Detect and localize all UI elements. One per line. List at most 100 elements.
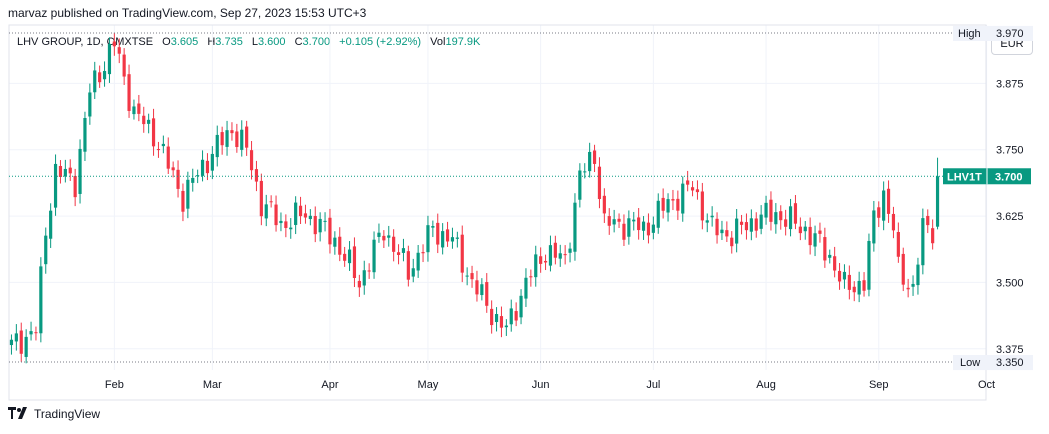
candle-body	[534, 254, 538, 278]
candle-body	[793, 203, 798, 224]
candle-body	[396, 252, 401, 255]
candle-body	[367, 270, 371, 272]
candle-body	[671, 199, 675, 201]
candle-body	[808, 226, 812, 246]
candle-body	[494, 314, 499, 323]
candle-body	[568, 248, 572, 253]
candle-body	[842, 271, 847, 280]
price-tick-label: 3.750	[996, 145, 1024, 157]
candle-body	[230, 130, 234, 134]
candle-body	[529, 276, 533, 278]
candle-body	[906, 287, 910, 290]
candle-body	[779, 211, 783, 221]
candle-body	[837, 270, 842, 282]
candle-body	[749, 218, 753, 232]
candle-body	[896, 232, 900, 257]
candle-body	[411, 268, 415, 277]
candle-body	[833, 256, 837, 271]
candle-body	[19, 330, 23, 354]
volume-label: Vol	[430, 36, 446, 48]
candle-body	[313, 216, 317, 235]
candle-body	[490, 308, 494, 326]
candle-body	[695, 189, 700, 193]
candle-body	[705, 220, 709, 223]
candle-body	[431, 226, 435, 228]
candle-body	[578, 170, 582, 200]
candle-body	[573, 202, 577, 252]
candle-body	[166, 146, 170, 169]
low-value: 3.600	[258, 36, 286, 48]
candle-body	[210, 153, 214, 171]
candle-body	[769, 199, 773, 222]
candle-body	[377, 232, 381, 237]
candle-body	[259, 180, 263, 217]
candle-body	[161, 143, 165, 147]
change-value: +0.105 (+2.92%)	[339, 36, 422, 48]
candle-body	[73, 175, 77, 198]
time-tick-label: Jun	[532, 379, 550, 391]
candle-body	[34, 332, 38, 334]
candle-body	[107, 43, 112, 75]
candle-body	[813, 233, 817, 247]
candle-body	[583, 171, 587, 173]
candle-body	[352, 246, 357, 278]
tradingview-brand: TradingView	[34, 407, 101, 421]
candle-body	[333, 237, 337, 247]
last-price-marker: LHV1T 3.700	[943, 168, 1031, 185]
candle-body	[886, 188, 891, 214]
candle-body	[249, 150, 254, 171]
candle-body	[215, 134, 219, 158]
candle-body	[460, 234, 464, 273]
candle-body	[656, 200, 660, 228]
candle-body	[470, 273, 474, 280]
candle-body	[200, 159, 205, 176]
high-marker: High 3.970	[953, 25, 1033, 41]
candle-body	[690, 187, 695, 191]
candle-body	[730, 237, 734, 247]
candle-body	[700, 191, 704, 221]
tradingview-logo-icon	[8, 407, 27, 419]
time-tick-label: Apr	[321, 379, 338, 391]
tradingview-footer[interactable]: TradingView	[8, 407, 100, 421]
candle-body	[93, 70, 97, 93]
open-label: O	[162, 36, 171, 48]
time-tick-label: Aug	[756, 379, 776, 391]
price-axis[interactable]: 3.375 3.500 3.625 3.750 3.875	[996, 78, 1024, 355]
high-value: 3.735	[215, 36, 243, 48]
time-axis[interactable]: Feb Mar Apr May Jun Jul Aug Sep Oct	[105, 379, 995, 391]
candle-body	[607, 216, 611, 226]
candle-body	[392, 236, 396, 252]
candle-body	[666, 199, 670, 213]
candle-body	[563, 254, 567, 256]
high-marker-bg	[953, 25, 1033, 41]
candle-body	[357, 280, 361, 288]
candle-body	[774, 212, 778, 225]
candle-body	[58, 165, 63, 177]
candle-body	[862, 280, 866, 291]
candle-body	[49, 210, 53, 239]
low-marker-bg	[953, 355, 1033, 371]
candle-body	[592, 150, 597, 164]
candle-body	[739, 221, 744, 225]
candle-body	[426, 225, 430, 253]
candle-body	[14, 333, 18, 342]
candle-body	[269, 201, 273, 203]
candle-body	[548, 245, 553, 266]
candle-body	[543, 260, 548, 263]
candle-body	[328, 217, 332, 245]
price-tick-label: 3.500	[996, 277, 1024, 289]
candle-body	[651, 224, 655, 233]
candle-body	[632, 219, 636, 222]
candle-body	[78, 148, 82, 194]
candle-body	[186, 179, 190, 209]
candle-body	[931, 228, 935, 244]
candle-body	[387, 235, 391, 238]
candle-body	[857, 280, 861, 295]
candle-body	[191, 177, 195, 183]
candle-body	[823, 237, 827, 261]
candle-body	[279, 220, 283, 224]
candle-body	[294, 202, 298, 225]
volume-value: 197.9K	[445, 36, 481, 48]
candle-body	[828, 254, 832, 258]
